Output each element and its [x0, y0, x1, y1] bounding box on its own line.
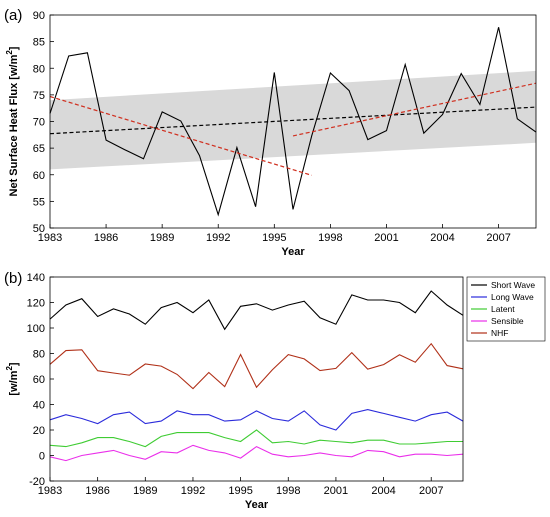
panel-a-label: (a): [4, 7, 22, 24]
y-tick-label: 140: [27, 272, 45, 284]
panel-a-x-ticks: 1983 1986 1989 1992 1995 1998 2001 2004 2007: [38, 224, 511, 244]
x-tick-label: 1986: [94, 232, 118, 244]
panel-b-legend: Short Wave Long Wave Latent Sensible NHF: [466, 276, 546, 342]
x-tick-label: 1992: [206, 232, 230, 244]
panel-b-label: (b): [4, 270, 22, 287]
panel-b-x-ticks: 1983 1986 1989 1992 1995 1998 2001 2004 2007: [38, 477, 443, 497]
x-tick-label: 2001: [324, 485, 348, 497]
y-tick-label: -20: [29, 476, 45, 488]
panel-a-y-axis-label: Net Surface Heat Flux [w/m2]: [5, 46, 20, 196]
y-tick-label: 65: [33, 143, 45, 155]
y-tick-label: 40: [33, 400, 45, 412]
y-tick-label: 0: [39, 451, 45, 463]
y-tick-label: 80: [33, 63, 45, 75]
x-tick-label: 1995: [262, 232, 286, 244]
series-line-nhf: [49, 342, 464, 390]
x-tick-label: 1998: [318, 232, 342, 244]
y-tick-label: 85: [33, 37, 45, 49]
x-tick-label: 2001: [374, 232, 398, 244]
legend-label: Sensible: [491, 316, 524, 326]
x-tick-label: 1986: [85, 485, 109, 497]
panel-b-x-axis-label: Year: [245, 499, 269, 511]
panel-b: (b) 1983 1986 1989 1992 1995 1998 2001 2004 2007…: [4, 270, 546, 511]
x-tick-label: 2007: [486, 232, 510, 244]
y-tick-label: 20: [33, 425, 45, 437]
legend-label: Long Wave: [491, 292, 534, 302]
panel-a-series: [49, 27, 537, 217]
panel-b-y-ticks: -20 0 20 40 60 80 100 120 140: [27, 272, 54, 488]
series-line-long-wave: [49, 409, 464, 431]
legend-label: Latent: [491, 304, 515, 314]
x-tick-label: 2007: [419, 485, 443, 497]
x-tick-label: 2004: [430, 232, 454, 244]
trend-line: [292, 82, 537, 137]
trend-line: [49, 95, 312, 176]
panel-b-y-axis-label: [w/m2]: [5, 362, 20, 396]
y-tick-label: 50: [33, 223, 45, 235]
panel-a-x-axis-label: Year: [281, 246, 305, 258]
x-tick-label: 1992: [181, 485, 205, 497]
x-tick-label: 2004: [371, 485, 395, 497]
x-tick-label: 1983: [38, 485, 62, 497]
x-tick-label: 1989: [150, 232, 174, 244]
series-line-sensible: [49, 444, 464, 462]
panel-a: (a) 1983 1986 1989 1992 1995 1998 2001 2004 2007…: [4, 7, 537, 258]
trend-line: [49, 106, 537, 135]
x-tick-label: 1998: [276, 485, 300, 497]
x-tick-label: 1989: [133, 485, 157, 497]
x-tick-label: 1995: [228, 485, 252, 497]
y-tick-label: 60: [33, 170, 45, 182]
legend-label: Short Wave: [491, 280, 535, 290]
y-tick-label: 120: [27, 298, 45, 310]
panel-a-y-ticks: 50 55 60 65 70 75 80 85 90: [33, 10, 54, 235]
series-line-short-wave: [49, 290, 464, 331]
legend-label: NHF: [491, 328, 508, 338]
y-tick-label: 70: [33, 117, 45, 129]
y-tick-label: 80: [33, 349, 45, 361]
x-tick-label: 1983: [38, 232, 62, 244]
y-tick-label: 55: [33, 196, 45, 208]
series-line-latent: [49, 429, 463, 448]
y-tick-label: 60: [33, 374, 45, 386]
y-tick-label: 90: [33, 10, 45, 22]
nhf-series-line: [49, 27, 537, 217]
y-tick-label: 100: [27, 323, 45, 335]
y-tick-label: 75: [33, 90, 45, 102]
panel-b-series: [49, 290, 464, 462]
